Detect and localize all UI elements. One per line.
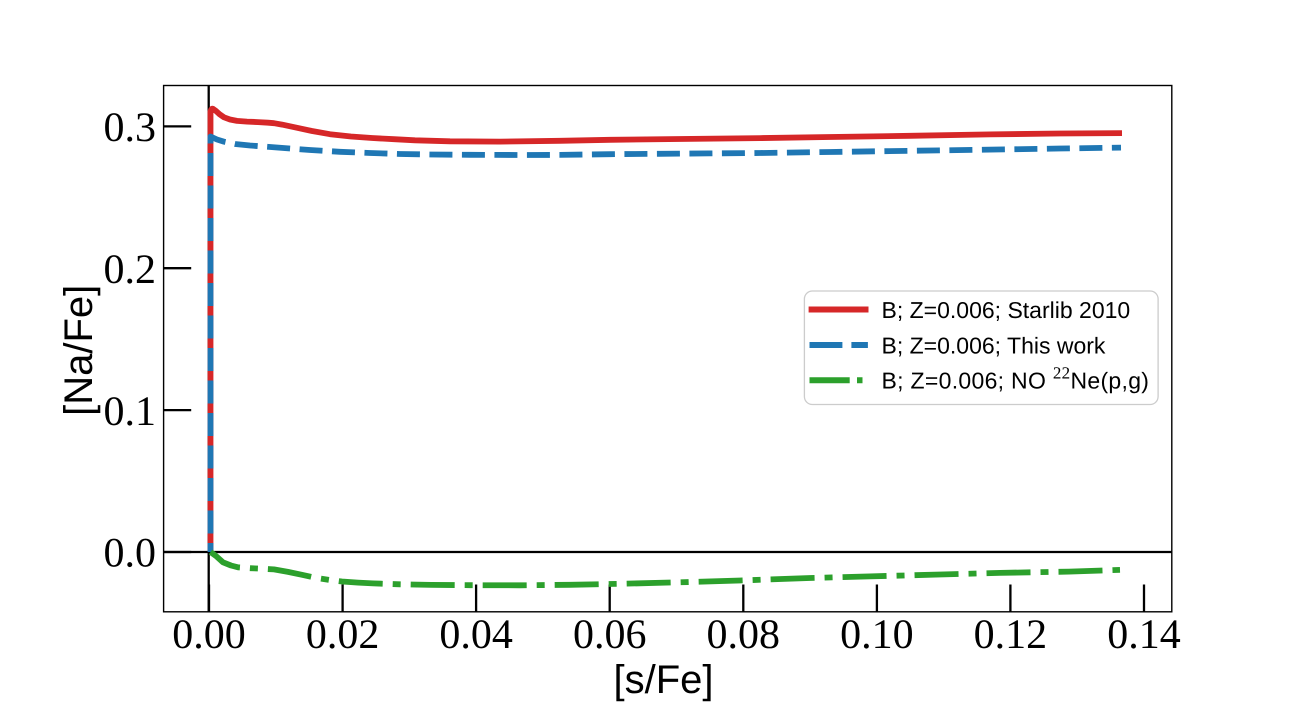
svg-text:0.10: 0.10	[840, 612, 914, 658]
svg-text:B; Z=0.006; This work: B; Z=0.006; This work	[882, 332, 1106, 358]
svg-text:B; Z=0.006; NO 22Ne(p,g): B; Z=0.006; NO 22Ne(p,g)	[882, 364, 1150, 394]
svg-text:0.06: 0.06	[573, 612, 647, 658]
svg-text:[Na/Fe]: [Na/Fe]	[57, 285, 101, 416]
svg-text:0.00: 0.00	[172, 612, 246, 658]
svg-text:B; Z=0.006; Starlib 2010: B; Z=0.006; Starlib 2010	[882, 297, 1131, 323]
svg-text:0.2: 0.2	[104, 247, 157, 293]
svg-text:0.3: 0.3	[104, 105, 157, 151]
svg-text:0.02: 0.02	[306, 612, 380, 658]
svg-text:0.14: 0.14	[1107, 612, 1181, 658]
svg-text:0.12: 0.12	[974, 612, 1048, 658]
svg-text:0.0: 0.0	[104, 531, 157, 577]
svg-text:0.08: 0.08	[707, 612, 781, 658]
svg-text:0.1: 0.1	[104, 389, 157, 435]
svg-text:[s/Fe]: [s/Fe]	[613, 658, 713, 702]
svg-text:0.04: 0.04	[439, 612, 513, 658]
